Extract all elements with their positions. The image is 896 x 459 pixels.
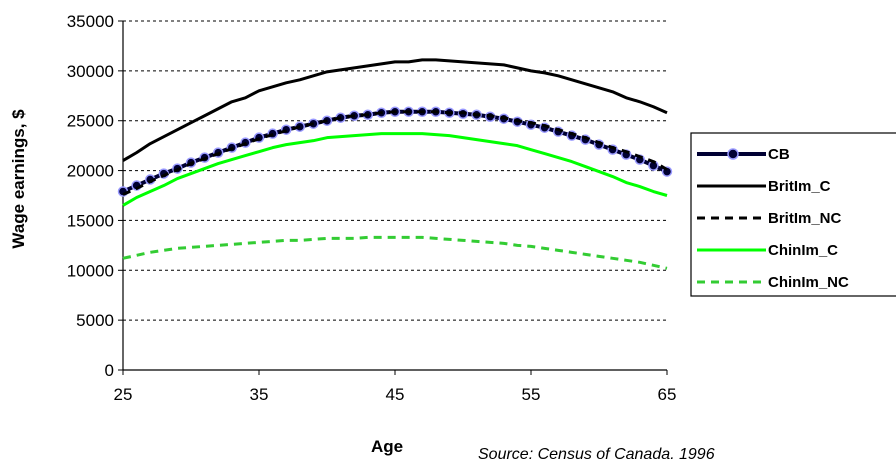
x-tick-label: 25 <box>114 385 133 404</box>
series-line-cb <box>122 109 668 194</box>
axes <box>118 20 668 375</box>
legend-label-cb: CB <box>768 146 790 163</box>
legend-label-britim-nc: BritIm_NC <box>768 210 842 227</box>
series-lines <box>117 58 673 270</box>
x-tick-label: 35 <box>250 385 269 404</box>
y-tick-label: 15000 <box>67 211 114 230</box>
legend-label-chinim-c: ChinIm_C <box>768 242 838 259</box>
y-tick-label: 25000 <box>67 112 114 131</box>
y-tick-label: 5000 <box>76 311 114 330</box>
legend-label-britim-c: BritIm_C <box>768 178 831 195</box>
legend-marker-cb <box>727 148 739 160</box>
gridlines <box>123 20 667 321</box>
y-tick-label: 0 <box>105 361 114 380</box>
legend-label-chinim-nc: ChinIm_NC <box>768 274 849 291</box>
y-tick-label: 30000 <box>67 62 114 81</box>
series-line-britim-c <box>122 58 668 162</box>
x-axis-title: Age <box>371 437 403 456</box>
x-tick-label: 55 <box>522 385 541 404</box>
series-line-chinim-c <box>122 132 668 207</box>
x-tick-label: 65 <box>658 385 677 404</box>
y-tick-label: 10000 <box>67 261 114 280</box>
y-tick-labels: 0 5000 10000 15000 20000 25000 30000 35000 <box>67 12 114 380</box>
series-line-britim-nc <box>122 110 668 196</box>
legend-box <box>690 132 896 297</box>
legend: CB BritIm_C BritIm_NC ChinIm_C ChinIm_NC <box>690 132 896 297</box>
x-tick-labels: 25 35 45 55 65 <box>114 385 677 404</box>
y-axis-title: Wage earnings, $ <box>9 109 28 249</box>
series-line-chinim-nc <box>122 235 668 270</box>
y-tick-label: 35000 <box>67 12 114 31</box>
x-tick-label: 45 <box>386 385 405 404</box>
y-tick-label: 20000 <box>67 162 114 181</box>
source-note: Source: Census of Canada, 1996 <box>478 446 715 459</box>
